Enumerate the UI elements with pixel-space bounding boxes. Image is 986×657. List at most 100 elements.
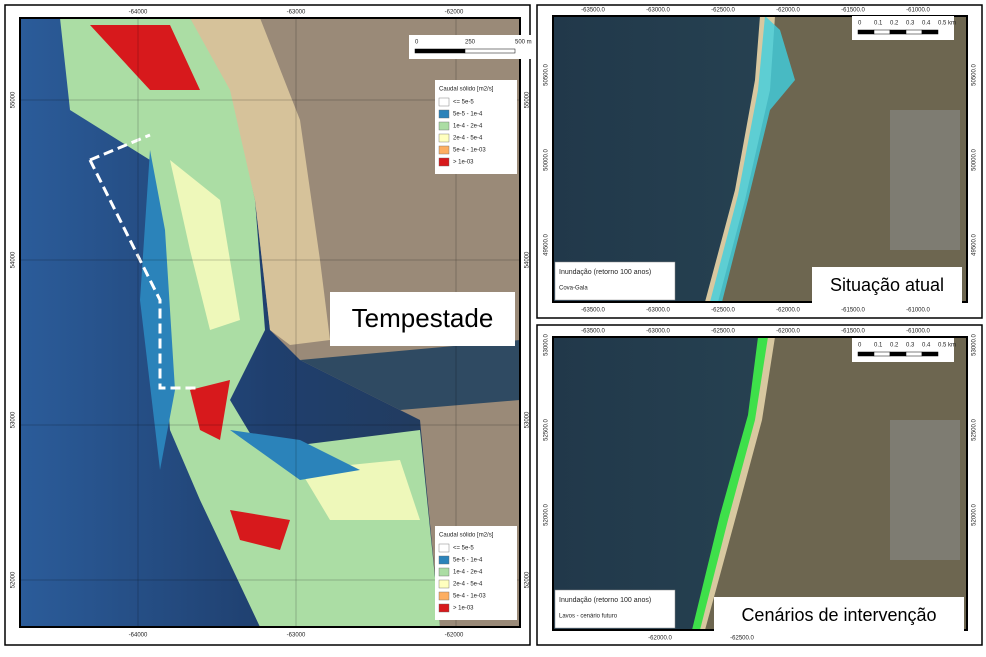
coordinate-label: 53000.0 [544, 334, 550, 356]
scale-label: 0.4 [922, 21, 931, 27]
legend-item: 2e-4 - 5e-4 [453, 136, 483, 142]
scale-bar [414, 48, 466, 54]
coordinate-label: -62000.0 [776, 8, 800, 14]
info-text: Lavos - cenário futuro [559, 614, 618, 620]
coordinate-label: -63000.0 [646, 8, 670, 14]
coordinate-label: -61500.0 [841, 8, 865, 14]
coordinate-label: 49500.0 [972, 234, 978, 256]
coordinate-label: 53000 [11, 411, 17, 428]
legend-swatch [438, 97, 450, 107]
coordinate-label: 52000.0 [972, 504, 978, 526]
coordinate-label: -62500.0 [711, 329, 735, 335]
coordinate-label: -64000 [129, 10, 148, 16]
beach [190, 18, 330, 345]
panel-label: Cenários de intervenção [741, 605, 936, 625]
scale-label: 0 [858, 343, 862, 349]
label-box [330, 292, 515, 346]
legend-item: <= 5e-5 [453, 546, 474, 552]
coordinate-label: 52500.0 [972, 419, 978, 441]
scale-label: 0.3 [906, 343, 915, 349]
coordinate-label: 54000 [525, 251, 531, 268]
coordinate-label: 53000 [525, 411, 531, 428]
legend-item: 5e-4 - 1e-03 [453, 594, 486, 600]
coordinate-label: 52500.0 [544, 419, 550, 441]
scale-bar [889, 351, 907, 357]
legend-swatch [438, 567, 450, 577]
coordinate-label: 50000.0 [972, 149, 978, 171]
scale-bar [921, 351, 939, 357]
coordinate-label: -64000 [129, 633, 148, 639]
scale-label: 0 [858, 21, 862, 27]
buildings [890, 110, 960, 250]
sediment-mid [170, 160, 420, 520]
scale-box [852, 16, 954, 40]
coordinate-label: 52000 [525, 571, 531, 588]
scale-label: 0.3 [906, 21, 915, 27]
coordinate-label: 55000 [525, 91, 531, 108]
panel-label: Situação atual [830, 275, 944, 295]
sediment-low [140, 150, 360, 480]
coordinate-label: -62000.0 [776, 308, 800, 314]
scale-label: 0.2 [890, 21, 899, 27]
legend-item: 1e-4 - 2e-4 [453, 570, 483, 576]
buildings [890, 420, 960, 560]
coordinate-label: -61000.0 [906, 329, 930, 335]
river [300, 340, 520, 410]
map-frame [19, 17, 521, 628]
flood-area [710, 16, 795, 302]
legend-swatch [438, 591, 450, 601]
dashed-boundary [88, 133, 198, 390]
legend-title: Caudal sólido [m2/s] [439, 533, 494, 539]
scale-bar [889, 29, 907, 35]
coordinate-label: -62500.0 [711, 8, 735, 14]
scale-label: 0 [415, 40, 419, 46]
scale-bar [905, 29, 923, 35]
scale-box [409, 35, 531, 59]
scale-box [852, 338, 954, 362]
scale-label: 0.5 km [938, 343, 956, 349]
coordinate-label: 50500.0 [544, 64, 550, 86]
legend-swatch [438, 579, 450, 589]
beach [705, 16, 775, 302]
info-text: Inundação (retorno 100 anos) [559, 597, 651, 604]
legend-swatch [438, 555, 450, 565]
legend-item: 5e-4 - 1e-03 [453, 148, 486, 154]
coordinate-label: 54000 [11, 251, 17, 268]
coordinate-label: 50000.0 [544, 149, 550, 171]
scale-bar [873, 29, 891, 35]
legend-swatch [438, 603, 450, 613]
flood-area [692, 337, 768, 630]
scale-bar [464, 48, 516, 54]
scale-bar [921, 29, 939, 35]
coordinate-label: -62500.0 [730, 636, 754, 642]
legend-swatch [438, 145, 450, 155]
coordinate-label: 53000.0 [972, 334, 978, 356]
coordinate-label: -62500.0 [711, 308, 735, 314]
coordinate-label: -62000 [445, 633, 464, 639]
scale-bar [857, 351, 875, 357]
legend-item: 5e-5 - 1e-4 [453, 112, 483, 118]
info-box [554, 261, 676, 301]
scale-label: 0.5 km [938, 21, 956, 27]
coordinate-label: 50500.0 [972, 64, 978, 86]
coordinate-label: -63000 [287, 10, 306, 16]
coordinate-label: 55000 [11, 91, 17, 108]
map-frame [552, 15, 968, 303]
coordinate-label: -63500.0 [581, 308, 605, 314]
coordinate-label: -61500.0 [841, 329, 865, 335]
coordinate-label: -62000.0 [648, 636, 672, 642]
info-text: Cova-Gala [559, 286, 588, 292]
coordinate-label: -63000.0 [646, 329, 670, 335]
scale-bar [873, 351, 891, 357]
legend-swatch [438, 109, 450, 119]
coordinate-label: -63000 [287, 633, 306, 639]
coordinate-label: -63000.0 [646, 308, 670, 314]
scale-label: 0.4 [922, 343, 931, 349]
label-box [714, 597, 964, 633]
legend-title: Caudal sólido [m2/s] [439, 87, 494, 93]
legend-item: > 1e-03 [453, 160, 474, 166]
legend-swatch [438, 157, 450, 167]
coordinate-label: 52000 [11, 571, 17, 588]
label-box [812, 267, 962, 303]
